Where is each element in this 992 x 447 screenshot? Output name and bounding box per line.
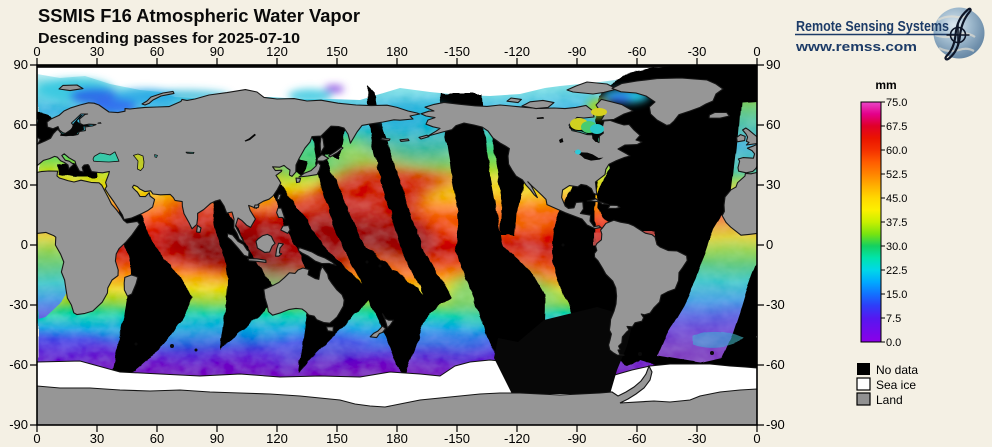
svg-text:0: 0	[33, 44, 40, 59]
svg-text:0.0: 0.0	[886, 337, 901, 349]
svg-text:52.5: 52.5	[886, 169, 907, 181]
svg-text:-90: -90	[568, 44, 587, 59]
svg-text:mm: mm	[875, 78, 896, 92]
svg-text:0: 0	[33, 431, 40, 446]
svg-text:75.0: 75.0	[886, 97, 907, 109]
svg-text:60: 60	[14, 117, 28, 132]
svg-text:-30: -30	[688, 431, 707, 446]
svg-text:60: 60	[766, 117, 780, 132]
svg-text:15.0: 15.0	[886, 289, 907, 301]
svg-text:-30: -30	[766, 297, 785, 312]
svg-text:0: 0	[753, 431, 760, 446]
svg-text:30: 30	[90, 44, 104, 59]
svg-text:90: 90	[210, 431, 224, 446]
svg-text:180: 180	[386, 44, 408, 59]
svg-text:90: 90	[210, 44, 224, 59]
svg-text:Descending passes for 2025-07-: Descending passes for 2025-07-10	[38, 30, 300, 47]
svg-text:60: 60	[150, 44, 164, 59]
svg-text:60: 60	[150, 431, 164, 446]
svg-text:90: 90	[766, 57, 780, 72]
svg-text:37.5: 37.5	[886, 217, 907, 229]
svg-text:www.remss.com: www.remss.com	[795, 39, 917, 54]
svg-text:0: 0	[21, 237, 28, 252]
svg-text:45.0: 45.0	[886, 193, 907, 205]
svg-text:30: 30	[14, 177, 28, 192]
svg-text:150: 150	[326, 431, 348, 446]
svg-text:60.0: 60.0	[886, 145, 907, 157]
svg-text:30: 30	[766, 177, 780, 192]
svg-text:Land: Land	[876, 393, 903, 407]
svg-text:0: 0	[766, 237, 773, 252]
svg-text:-60: -60	[9, 357, 28, 372]
svg-text:-60: -60	[628, 431, 647, 446]
svg-text:-120: -120	[504, 44, 530, 59]
svg-text:-90: -90	[766, 417, 785, 432]
svg-text:120: 120	[266, 44, 288, 59]
svg-text:0: 0	[753, 44, 760, 59]
svg-text:30.0: 30.0	[886, 241, 907, 253]
svg-text:22.5: 22.5	[886, 265, 907, 277]
svg-text:7.5: 7.5	[886, 313, 901, 325]
svg-text:67.5: 67.5	[886, 121, 907, 133]
svg-text:Remote Sensing Systems: Remote Sensing Systems	[796, 18, 949, 35]
svg-text:-90: -90	[9, 417, 28, 432]
svg-text:-150: -150	[444, 431, 470, 446]
svg-text:30: 30	[90, 431, 104, 446]
svg-text:Sea ice: Sea ice	[876, 378, 916, 392]
svg-text:SSMIS F16 Atmospheric Water Va: SSMIS F16 Atmospheric Water Vapor	[38, 6, 360, 26]
svg-text:-30: -30	[9, 297, 28, 312]
svg-text:-90: -90	[568, 431, 587, 446]
svg-text:120: 120	[266, 431, 288, 446]
svg-text:-150: -150	[444, 44, 470, 59]
svg-text:-30: -30	[688, 44, 707, 59]
svg-text:-60: -60	[766, 357, 785, 372]
svg-text:150: 150	[326, 44, 348, 59]
svg-text:-120: -120	[504, 431, 530, 446]
svg-text:-60: -60	[628, 44, 647, 59]
svg-text:180: 180	[386, 431, 408, 446]
svg-text:No data: No data	[876, 363, 918, 377]
svg-text:90: 90	[14, 57, 28, 72]
